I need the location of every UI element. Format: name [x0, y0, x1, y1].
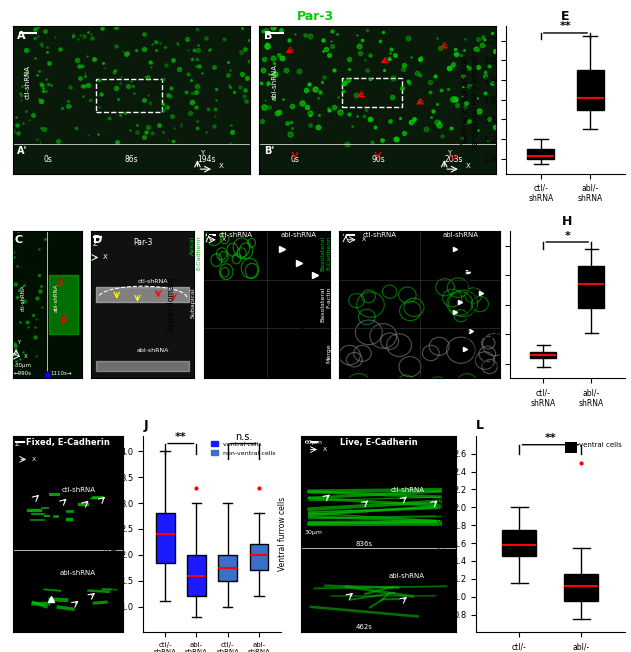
Text: 86s: 86s: [124, 155, 138, 164]
Text: 0s: 0s: [44, 155, 52, 164]
Text: ventral cells: ventral cells: [579, 441, 622, 448]
PathPatch shape: [187, 555, 206, 596]
Text: ctl-shRNA: ctl-shRNA: [25, 65, 30, 99]
PathPatch shape: [218, 555, 237, 581]
Text: abl-shRNA: abl-shRNA: [389, 574, 425, 580]
Legend: ventral cells, non-ventral cells: ventral cells, non-ventral cells: [209, 439, 278, 458]
Text: n.s.: n.s.: [235, 432, 252, 442]
Text: abl-shRNA: abl-shRNA: [54, 283, 59, 312]
Text: *: *: [564, 231, 570, 241]
Text: 462s: 462s: [355, 623, 372, 630]
Text: A: A: [18, 31, 26, 40]
Text: B: B: [264, 31, 273, 40]
Text: Basolateral
F-actin: Basolateral F-actin: [321, 287, 331, 323]
Text: X: X: [323, 447, 327, 452]
Text: G: G: [343, 232, 351, 243]
Text: ctl-shRNA: ctl-shRNA: [21, 284, 26, 310]
Text: X: X: [32, 457, 35, 462]
Text: abl-shRNA: abl-shRNA: [137, 348, 169, 353]
Text: L: L: [476, 419, 484, 432]
Text: A': A': [18, 145, 28, 156]
Text: K: K: [305, 437, 313, 448]
Text: F: F: [206, 232, 214, 243]
Text: X: X: [219, 163, 223, 169]
Text: 90s: 90s: [371, 155, 385, 164]
Text: Y: Y: [200, 150, 204, 156]
PathPatch shape: [530, 352, 557, 358]
Text: **: **: [560, 21, 571, 31]
Text: 836s: 836s: [355, 541, 372, 547]
Text: Apical domain: Apical domain: [167, 277, 177, 332]
Text: 1110s→: 1110s→: [50, 372, 72, 376]
Text: ctl-shRNA: ctl-shRNA: [138, 278, 168, 284]
Text: 30μm: 30μm: [305, 439, 322, 445]
Text: Apical
E-Cadherin: Apical E-Cadherin: [191, 236, 201, 271]
Text: X: X: [103, 254, 108, 261]
Y-axis label: Basolateral E-Cadherin
intenstiy, coefficient of variance: Basolateral E-Cadherin intenstiy, coeffi…: [466, 248, 479, 361]
Text: ctl-shRNA: ctl-shRNA: [61, 487, 95, 493]
Y-axis label: Junctional vs. diffuse
E-cadherin intensity, live: Junctional vs. diffuse E-cadherin intens…: [437, 490, 451, 578]
Text: Y: Y: [447, 150, 451, 156]
Text: Z: Z: [15, 441, 20, 447]
Text: Basolateral domain: Basolateral domain: [300, 267, 309, 342]
Text: B': B': [264, 145, 274, 156]
Text: D: D: [93, 235, 102, 245]
Text: Z: Z: [93, 241, 98, 246]
Text: Fixed, E-Cadherin: Fixed, E-Cadherin: [26, 437, 110, 447]
Text: abl-shRNA: abl-shRNA: [271, 64, 277, 100]
Text: X: X: [466, 163, 470, 169]
Text: J: J: [143, 419, 148, 432]
PathPatch shape: [577, 70, 604, 110]
Text: 30μm: 30μm: [305, 530, 322, 535]
Text: -30μm: -30μm: [14, 363, 32, 368]
Text: abl-shRNA: abl-shRNA: [442, 232, 478, 239]
Text: Merge: Merge: [326, 344, 331, 363]
Text: Ventral furrow cells: Ventral furrow cells: [278, 497, 288, 571]
Text: **: **: [175, 432, 187, 442]
Text: Y: Y: [17, 340, 20, 344]
Text: **: **: [545, 433, 557, 443]
Y-axis label: Ventral vs. non-ventral
basolateral Par-3 intensity: Ventral vs. non-ventral basolateral Par-…: [461, 50, 480, 151]
Text: Merge: Merge: [196, 344, 201, 363]
PathPatch shape: [564, 574, 598, 601]
Text: abl-shRNA: abl-shRNA: [59, 569, 95, 576]
Text: 194s: 194s: [198, 155, 216, 164]
Text: Live, E-Cadherin: Live, E-Cadherin: [339, 437, 417, 447]
PathPatch shape: [250, 544, 268, 570]
Text: Basolateral
E-Cadherin: Basolateral E-Cadherin: [321, 235, 331, 271]
Text: C: C: [14, 235, 22, 245]
PathPatch shape: [502, 529, 536, 556]
Text: abl-shRNA: abl-shRNA: [281, 232, 317, 239]
Text: X: X: [362, 237, 366, 243]
Text: ctl-shRNA: ctl-shRNA: [363, 232, 397, 239]
Text: ←990s: ←990s: [14, 372, 32, 376]
Text: Par-3: Par-3: [297, 10, 334, 23]
PathPatch shape: [156, 513, 175, 563]
PathPatch shape: [528, 149, 555, 159]
Text: X: X: [221, 237, 225, 243]
PathPatch shape: [578, 266, 604, 308]
Text: Subapical
E-Cadherin: Subapical E-Cadherin: [191, 288, 201, 322]
Text: X: X: [24, 354, 27, 359]
Text: 0s: 0s: [290, 155, 299, 164]
Bar: [565, 441, 577, 454]
Text: Par-3: Par-3: [133, 238, 152, 247]
Text: ctl-shRNA: ctl-shRNA: [218, 232, 252, 239]
Text: ctl-shRNA: ctl-shRNA: [391, 487, 425, 493]
Text: H: H: [562, 215, 572, 228]
Y-axis label: Junctional vs. medio-
apical E-cadherin intensity, fixed: Junctional vs. medio- apical E-cadherin …: [105, 477, 117, 591]
Text: E: E: [561, 10, 570, 23]
Text: 203s: 203s: [444, 155, 463, 164]
